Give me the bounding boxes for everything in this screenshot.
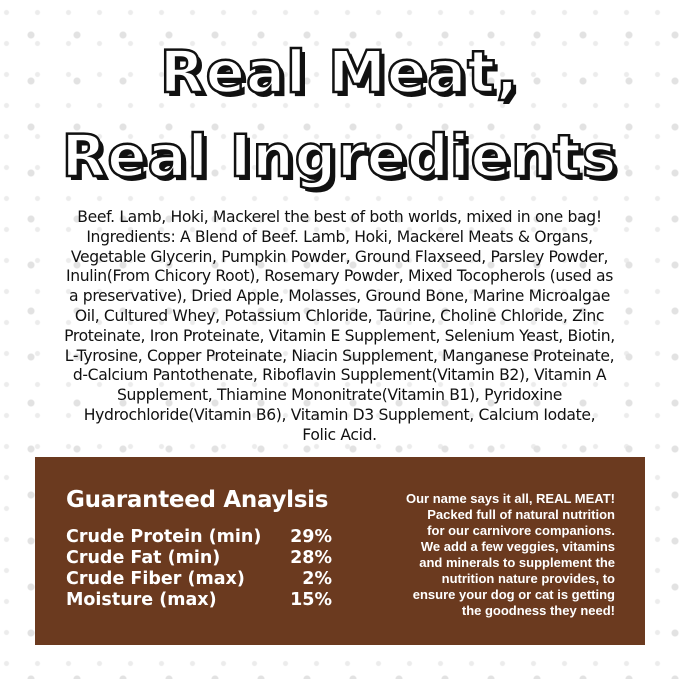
analysis-value: 29%: [290, 527, 332, 547]
ingredients-line: Supplement, Thiamine Mononitrate(Vitamin…: [116, 386, 563, 405]
ingredients-line: Vegetable Glycerin, Pumpkin Powder, Grou…: [70, 247, 609, 266]
analysis-panel: Guaranteed Anaylsis Crude Protein (min) 2…: [35, 457, 645, 645]
analysis-value: 15%: [290, 590, 332, 610]
analysis-row: Crude Fiber (max) 2%: [66, 569, 332, 590]
ingredients-line: Proteinate, Iron Proteinate, Vitamin E S…: [64, 326, 615, 345]
ingredients-line: L-Tyrosine, Copper Proteinate, Niacin Su…: [64, 346, 615, 365]
headline-line-1: Real Meat,: [159, 37, 520, 108]
headline-line-2: Real Ingredients: [60, 121, 618, 192]
ingredients-text: Beef. Lamb, Hoki, Mackerel the best of b…: [0, 208, 679, 446]
analysis-label: Crude Fiber (max): [66, 569, 245, 589]
ingredients-line: Folic Acid.: [302, 425, 377, 444]
ingredients-line: Ingredients: A Blend of Beef. Lamb, Hoki…: [86, 227, 593, 246]
blurb-line: and minerals to supplement the: [419, 555, 615, 570]
blurb-line: nutrition nature provides, to: [441, 571, 615, 586]
ingredients-line: a preservative), Dried Apple, Molasses, …: [68, 287, 611, 306]
ingredients-line: Oil, Cultured Whey, Potassium Chloride, …: [74, 306, 605, 325]
ingredients-line: Beef. Lamb, Hoki, Mackerel the best of b…: [77, 208, 602, 226]
blurb-line: Our name says it all, REAL MEAT!: [405, 491, 615, 506]
brand-blurb: Our name says it all, REAL MEAT! Packed …: [406, 491, 615, 619]
analysis-row: Moisture (max) 15%: [66, 590, 332, 611]
analysis-label: Crude Protein (min): [66, 527, 262, 547]
analysis-label: Moisture (max): [66, 590, 217, 610]
blurb-line: for our carnivore companions.: [427, 523, 615, 538]
analysis-label: Crude Fat (min): [66, 548, 221, 568]
blurb-line: Packed full of natural nutrition: [427, 507, 615, 522]
analysis-heading: Guaranteed Anaylsis: [66, 487, 329, 513]
analysis-row: Crude Protein (min) 29%: [66, 527, 332, 548]
blurb-line: the goodness they need!: [461, 603, 615, 618]
ingredients-line: Inulin(From Chicory Root), Rosemary Powd…: [65, 267, 614, 286]
blurb-line: ensure your dog or cat is getting: [412, 587, 615, 602]
analysis-row: Crude Fat (min) 28%: [66, 548, 332, 569]
analysis-value: 2%: [302, 569, 332, 589]
analysis-table: Crude Protein (min) 29% Crude Fat (min) 28…: [66, 527, 332, 611]
ingredients-line: Hydrochloride(Vitamin B6), Vitamin D3 Su…: [83, 405, 596, 424]
blurb-line: We add a few veggies, vitamins: [420, 539, 615, 554]
ingredients-line: d-Calcium Pantothenate, Riboflavin Suppl…: [72, 366, 607, 385]
analysis-value: 28%: [290, 548, 332, 568]
